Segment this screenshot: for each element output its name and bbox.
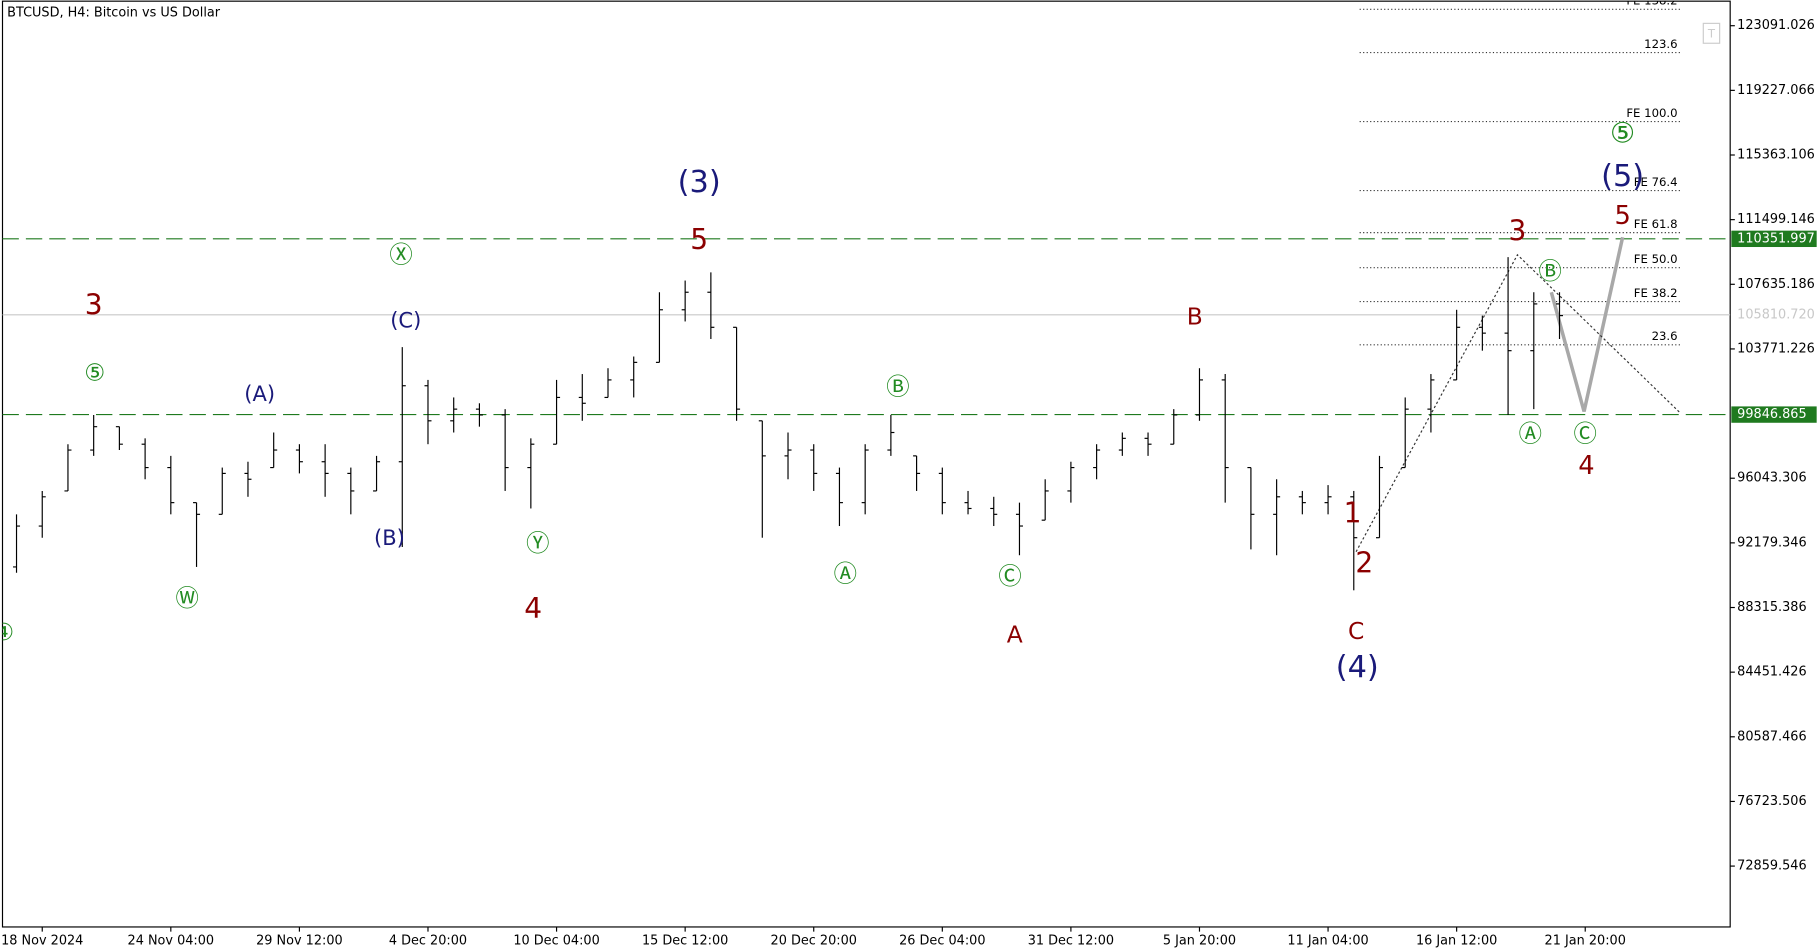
y-tick-label: 103771.226 bbox=[1737, 341, 1815, 356]
wave-label: Ⓨ bbox=[526, 529, 549, 557]
y-tick-label: 96043.306 bbox=[1737, 471, 1806, 486]
x-tick-label: 10 Dec 04:00 bbox=[513, 933, 599, 948]
wave-label: Ⓦ bbox=[176, 584, 199, 612]
x-tick-label: 18 Nov 2024 bbox=[1, 933, 83, 948]
bid-label: 105810.720 bbox=[1737, 307, 1815, 322]
wave-label: Ⓧ bbox=[389, 240, 412, 268]
fib-label: FE 61.8 bbox=[1634, 217, 1678, 231]
price-label: 110351.997 bbox=[1737, 231, 1815, 246]
wave-label: 4 bbox=[1578, 451, 1594, 481]
fib-label: FE 38.2 bbox=[1634, 286, 1678, 300]
wave-label: (4) bbox=[1336, 650, 1379, 685]
wave-label: B bbox=[1187, 302, 1203, 330]
x-tick-label: 24 Nov 04:00 bbox=[128, 933, 215, 948]
wave-label: A bbox=[1007, 620, 1023, 648]
wave-label: (3) bbox=[678, 165, 721, 200]
wave-label: (5) bbox=[1601, 159, 1644, 194]
text-tool-icon[interactable] bbox=[1702, 22, 1721, 44]
wave-label: 3 bbox=[85, 288, 103, 321]
wave-label: ⑤ bbox=[1610, 116, 1635, 149]
fib-label: 123.6 bbox=[1644, 37, 1677, 51]
wave-label: 3 bbox=[1508, 215, 1526, 248]
bid-box bbox=[1731, 306, 1817, 323]
y-tick-label: 88315.386 bbox=[1737, 600, 1806, 615]
wave-label: Ⓐ bbox=[1519, 419, 1542, 447]
x-tick-label: 20 Dec 20:00 bbox=[771, 933, 857, 948]
price-box bbox=[1731, 406, 1817, 423]
y-tick-label: 92179.346 bbox=[1737, 535, 1806, 550]
plot-frame bbox=[1, 0, 1731, 928]
price-label: 99846.865 bbox=[1737, 407, 1806, 422]
text-tool-glyph: T bbox=[1707, 26, 1716, 40]
wave-label: (B) bbox=[374, 525, 405, 550]
x-tick-label: 21 Jan 20:00 bbox=[1545, 933, 1626, 948]
wave-label: C bbox=[1348, 617, 1364, 645]
fib-label: FE 100.0 bbox=[1626, 106, 1677, 120]
wave-label: ⑤ bbox=[84, 359, 105, 387]
y-tick-label: 107635.186 bbox=[1737, 277, 1815, 292]
fib-label: 23.6 bbox=[1652, 329, 1678, 343]
wave-label: ④ bbox=[0, 618, 14, 646]
trend-dotted bbox=[1355, 253, 1681, 553]
y-tick-label: 84451.426 bbox=[1737, 665, 1806, 680]
x-tick-label: 31 Dec 12:00 bbox=[1028, 933, 1114, 948]
y-tick-label: 111499.146 bbox=[1737, 212, 1815, 227]
wave-label: Ⓒ bbox=[998, 562, 1021, 590]
fib-label: FE 138.2 bbox=[1626, 0, 1677, 8]
y-tick-label: 123091.026 bbox=[1737, 18, 1815, 33]
fib-label: FE 76.4 bbox=[1634, 175, 1678, 189]
wave-label: 2 bbox=[1355, 547, 1373, 580]
chart-title: BTCUSD, H4: Bitcoin vs US Dollar bbox=[7, 5, 221, 20]
y-tick-label: 76723.506 bbox=[1737, 794, 1806, 809]
projection-path bbox=[1549, 236, 1625, 412]
x-tick-label: 15 Dec 12:00 bbox=[642, 933, 728, 948]
fib-label: FE 50.0 bbox=[1634, 252, 1678, 266]
x-tick-label: 26 Dec 04:00 bbox=[899, 933, 985, 948]
y-tick-label: 115363.106 bbox=[1737, 148, 1815, 163]
wave-label: Ⓑ bbox=[886, 373, 909, 401]
x-tick-label: 4 Dec 20:00 bbox=[389, 933, 467, 948]
price-box bbox=[1731, 230, 1817, 248]
wave-label: 4 bbox=[524, 592, 542, 625]
wave-label: 5 bbox=[1614, 201, 1630, 231]
y-tick-label: 72859.546 bbox=[1737, 859, 1806, 874]
wave-label: 5 bbox=[690, 223, 708, 256]
y-tick-label: 80587.466 bbox=[1737, 729, 1806, 744]
x-tick-label: 29 Nov 12:00 bbox=[256, 933, 343, 948]
wave-label: (A) bbox=[244, 381, 275, 406]
wave-label: 1 bbox=[1344, 496, 1362, 529]
x-tick-label: 11 Jan 04:00 bbox=[1287, 933, 1368, 948]
wave-label: Ⓒ bbox=[1574, 419, 1597, 447]
x-tick-label: 5 Jan 20:00 bbox=[1163, 933, 1236, 948]
y-tick-label: 119227.066 bbox=[1737, 83, 1815, 98]
wave-label: (C) bbox=[390, 307, 421, 332]
x-tick-label: 16 Jan 12:00 bbox=[1416, 933, 1497, 948]
wave-label: Ⓑ bbox=[1538, 257, 1561, 285]
wave-label: Ⓐ bbox=[834, 560, 857, 588]
